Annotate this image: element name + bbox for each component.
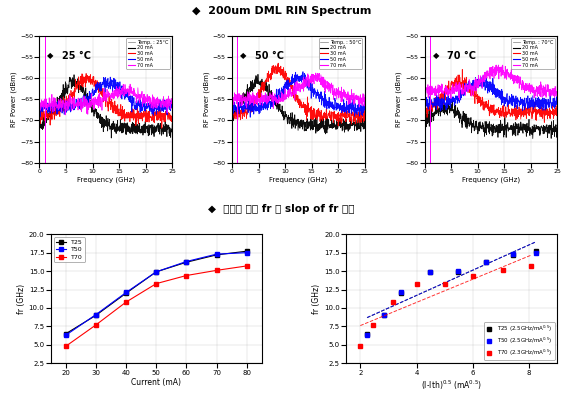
T25 (2.5GHz/mA$^{0.5}$) [381, 313, 387, 318]
T50 [92, 312, 99, 317]
T70 (2.3GHz/mA$^{0.5}$) [528, 264, 534, 268]
T50 (2.5GHz/mA$^{0.5}$) [455, 269, 462, 274]
Legend: Temp. : 50°C, 20 mA, 30 mA, 50 mA, 70 mA: Temp. : 50°C, 20 mA, 30 mA, 50 mA, 70 mA [319, 38, 363, 69]
Y-axis label: fr (GHz): fr (GHz) [312, 284, 321, 314]
Line: T50: T50 [64, 251, 248, 337]
T50 [243, 250, 250, 255]
T25 (2.5GHz/mA$^{0.5}$) [510, 252, 516, 257]
T50 (2.5GHz/mA$^{0.5}$) [510, 252, 516, 256]
T25 [213, 252, 220, 257]
T70 (2.3GHz/mA$^{0.5}$) [500, 268, 507, 273]
Line: T50 (2.5GHz/mA$^{0.5}$): T50 (2.5GHz/mA$^{0.5}$) [365, 251, 538, 337]
T70 [183, 273, 190, 278]
T50 (2.5GHz/mA$^{0.5}$) [483, 259, 490, 264]
T50 [62, 333, 69, 337]
T25 [183, 260, 190, 265]
Legend: Temp. : 70°C, 20 mA, 30 mA, 50 mA, 70 mA: Temp. : 70°C, 20 mA, 30 mA, 50 mA, 70 mA [511, 38, 555, 69]
Legend: T25 (2.5GHz/mA$^{0.5}$), T50 (2.5GHz/mA$^{0.5}$), T70 (2.3GHz/mA$^{0.5}$): T25 (2.5GHz/mA$^{0.5}$), T50 (2.5GHz/mA$… [484, 322, 555, 360]
Legend: Temp. : 25°C, 20 mA, 30 mA, 50 mA, 70 mA: Temp. : 25°C, 20 mA, 30 mA, 50 mA, 70 mA [126, 38, 170, 69]
Y-axis label: RF Power (dBm): RF Power (dBm) [11, 71, 17, 127]
Text: 50 °C: 50 °C [254, 51, 284, 61]
Line: T70 (2.3GHz/mA$^{0.5}$): T70 (2.3GHz/mA$^{0.5}$) [359, 264, 533, 348]
T25 (2.5GHz/mA$^{0.5}$) [427, 270, 434, 274]
T25 [92, 313, 99, 318]
T25 [123, 291, 129, 296]
Text: 70 °C: 70 °C [447, 51, 476, 61]
T70 [243, 264, 250, 268]
X-axis label: (I-Ith)$^{0.5}$ (mA$^{0.5}$): (I-Ith)$^{0.5}$ (mA$^{0.5}$) [421, 378, 482, 392]
T70 (2.3GHz/mA$^{0.5}$) [357, 344, 364, 349]
T50 [213, 252, 220, 256]
Text: ◆: ◆ [432, 51, 439, 60]
T50 [153, 270, 160, 274]
Text: 25 °C: 25 °C [62, 51, 91, 61]
T25 (2.5GHz/mA$^{0.5}$) [455, 270, 462, 274]
T70 (2.3GHz/mA$^{0.5}$) [470, 273, 476, 278]
Y-axis label: RF Power (dBm): RF Power (dBm) [203, 71, 210, 127]
T50 (2.5GHz/mA$^{0.5}$) [381, 312, 387, 317]
X-axis label: Current (mA): Current (mA) [131, 378, 181, 387]
T50 (2.5GHz/mA$^{0.5}$) [398, 290, 405, 295]
T50 [123, 290, 129, 295]
T25 (2.5GHz/mA$^{0.5}$) [483, 260, 490, 265]
T70 (2.3GHz/mA$^{0.5}$) [390, 300, 396, 304]
Line: T25 (2.5GHz/mA$^{0.5}$): T25 (2.5GHz/mA$^{0.5}$) [365, 249, 538, 335]
Text: ◆: ◆ [47, 51, 54, 60]
Line: T25: T25 [64, 249, 248, 335]
T25 [153, 270, 160, 274]
T50 (2.5GHz/mA$^{0.5}$) [364, 333, 370, 337]
T70 (2.3GHz/mA$^{0.5}$) [441, 281, 448, 286]
X-axis label: Frequency (GHz): Frequency (GHz) [77, 177, 135, 183]
T70 [213, 268, 220, 273]
T25 (2.5GHz/mA$^{0.5}$) [533, 249, 539, 254]
T70 [153, 281, 160, 286]
T50 [183, 259, 190, 264]
T70 [123, 300, 129, 304]
T70 (2.3GHz/mA$^{0.5}$) [369, 322, 376, 327]
Y-axis label: fr (GHz): fr (GHz) [17, 284, 26, 314]
Legend: T25, T50, T70: T25, T50, T70 [54, 237, 85, 262]
T70 [92, 322, 99, 327]
T25 [243, 249, 250, 254]
X-axis label: Frequency (GHz): Frequency (GHz) [269, 177, 328, 183]
T50 (2.5GHz/mA$^{0.5}$) [533, 250, 539, 255]
Line: T70: T70 [64, 264, 248, 348]
Text: ◆: ◆ [240, 51, 247, 60]
T50 (2.5GHz/mA$^{0.5}$) [427, 270, 434, 274]
Y-axis label: RF Power (dBm): RF Power (dBm) [396, 71, 403, 127]
T25 (2.5GHz/mA$^{0.5}$) [398, 291, 405, 296]
T25 [62, 331, 69, 336]
T70 (2.3GHz/mA$^{0.5}$) [413, 281, 420, 286]
X-axis label: Frequency (GHz): Frequency (GHz) [462, 177, 520, 183]
T25 (2.5GHz/mA$^{0.5}$) [364, 331, 370, 336]
T70 [62, 344, 69, 349]
